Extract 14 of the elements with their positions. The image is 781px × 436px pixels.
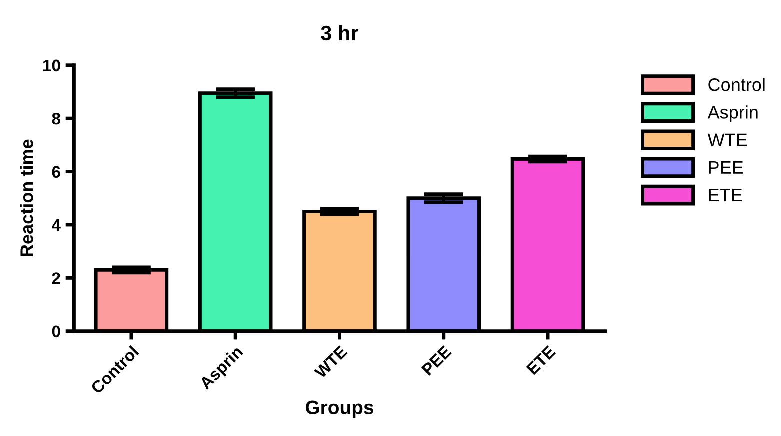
legend-label: Asprin <box>708 106 758 122</box>
legend-label: Control <box>708 78 765 92</box>
y-tick-label: 2 <box>52 272 60 284</box>
legend-label: ETE <box>709 189 742 202</box>
y-tick-label: 0 <box>52 326 60 338</box>
legend-label: PEE <box>709 161 744 174</box>
legend-label: WTE <box>708 134 748 146</box>
y-tick-label: 4 <box>52 220 61 232</box>
y-tick-label: 6 <box>52 166 60 178</box>
x-axis-title: Groups <box>306 400 374 418</box>
y-tick-label: 10 <box>44 60 60 72</box>
chart-title: 3 hr <box>321 25 359 41</box>
y-axis-title: Reaction time <box>20 140 34 256</box>
y-tick-label: 8 <box>52 112 60 125</box>
